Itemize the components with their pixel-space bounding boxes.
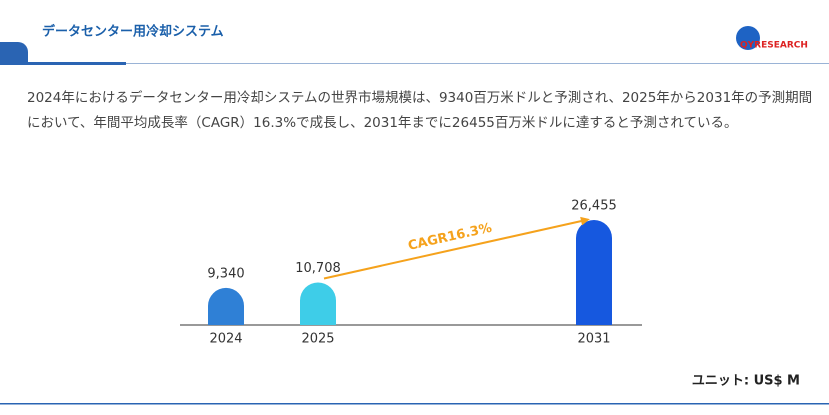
bar [208,287,244,325]
x-tick-label: 2024 [209,332,242,347]
description: 2024年におけるデータセンター用冷却システムの世界市場規模は、9340百万米ド… [27,90,813,131]
arrow-head [580,216,590,226]
bar [300,282,336,325]
cagr-label: CAGR16.3% [407,221,494,254]
logo-mark [736,26,760,50]
header-tab [0,42,28,62]
unit-label: ユニット: US$ M [692,374,800,389]
value-label: 9,340 [207,266,244,281]
header-line [126,63,829,64]
value-label: 10,708 [295,261,341,276]
header-rule [0,62,126,65]
cagr-arrow [323,219,587,280]
value-label: 26,455 [571,199,617,214]
x-tick-label: 2031 [577,332,610,347]
bar [576,220,612,325]
x-tick-label: 2025 [301,332,334,347]
page-title: データセンター用冷却システム [42,24,224,40]
logo: QYRESEARCH [740,41,808,51]
footer-line [0,403,829,405]
